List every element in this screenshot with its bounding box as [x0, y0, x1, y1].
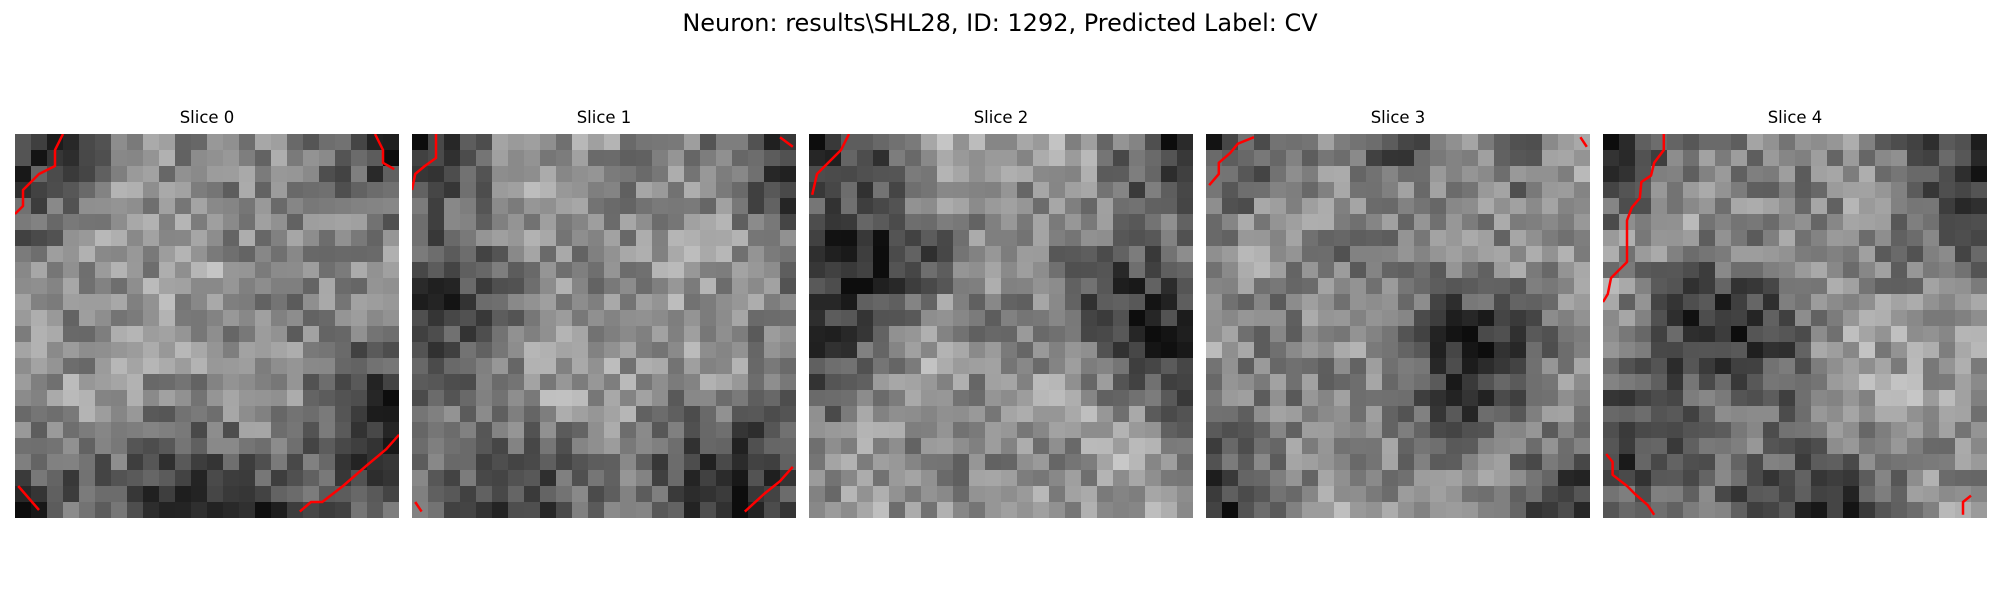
- contour-line: [810, 134, 851, 196]
- slice-image-4: [1603, 134, 1987, 518]
- slice-title: Slice 4: [1767, 108, 1823, 127]
- slice-svg: [809, 134, 1193, 518]
- contour-line: [1961, 494, 1972, 515]
- contour-line: [414, 501, 423, 513]
- slice-title: Slice 3: [1370, 108, 1426, 127]
- contour-line: [298, 433, 399, 513]
- contour-line: [779, 136, 794, 148]
- slice-image-0: [15, 134, 399, 518]
- contour-line: [17, 485, 40, 511]
- contour-line: [412, 134, 438, 191]
- contour-line: [1579, 136, 1588, 148]
- slice-svg: [1603, 134, 1987, 518]
- slice-panel-2: Slice 2: [809, 108, 1193, 518]
- slice-image-3: [1206, 134, 1590, 518]
- slice-panel-4: Slice 4: [1603, 108, 1987, 518]
- slice-image-2: [809, 134, 1193, 518]
- slice-image-1: [412, 134, 796, 518]
- grayscale-pixels: [15, 134, 399, 518]
- grayscale-pixels: [1206, 134, 1590, 518]
- contour-line: [1208, 136, 1255, 187]
- contour-line: [743, 465, 794, 513]
- slice-title: Slice 2: [973, 108, 1029, 127]
- contour-line: [373, 134, 395, 171]
- slice-panel-1: Slice 1: [412, 108, 796, 518]
- slice-panel-3: Slice 3: [1206, 108, 1590, 518]
- grayscale-pixels: [809, 134, 1193, 518]
- slice-svg: [412, 134, 796, 518]
- slice-svg: [1206, 134, 1590, 518]
- contour-line: [1605, 453, 1656, 516]
- grayscale-pixels: [1603, 134, 1987, 518]
- slice-title: Slice 1: [576, 108, 632, 127]
- slice-panel-0: Slice 0: [15, 108, 399, 518]
- slice-title: Slice 0: [179, 108, 235, 127]
- figure-title: Neuron: results\SHL28, ID: 1292, Predict…: [682, 9, 1318, 37]
- slice-svg: [15, 134, 399, 518]
- contour-line: [1603, 134, 1666, 303]
- grayscale-pixels: [412, 134, 796, 518]
- contour-line: [15, 134, 65, 215]
